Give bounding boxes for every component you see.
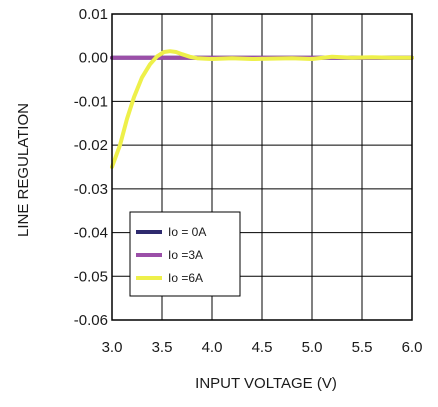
y-tick-label: -0.06 bbox=[74, 312, 108, 329]
y-tick-label: -0.02 bbox=[74, 137, 108, 154]
x-tick-label: 3.5 bbox=[152, 339, 173, 356]
x-tick-label: 6.0 bbox=[402, 339, 423, 356]
grid bbox=[111, 13, 413, 321]
x-tick-label: 4.5 bbox=[252, 339, 273, 356]
y-tick-label: -0.05 bbox=[74, 268, 108, 285]
legend: Io = 0A Io =3A Io =6A bbox=[129, 211, 241, 297]
y-axis-label: LINE REGULATION bbox=[15, 103, 32, 237]
y-tick-label: -0.03 bbox=[74, 181, 108, 198]
y-tick-label: -0.01 bbox=[74, 93, 108, 110]
y-tick-label: 0.01 bbox=[79, 6, 108, 23]
x-tick-label: 5.5 bbox=[352, 339, 373, 356]
x-tick-label: 3.0 bbox=[102, 339, 123, 356]
plot-frame bbox=[111, 13, 413, 321]
x-axis-label: INPUT VOLTAGE (V) bbox=[195, 375, 337, 392]
y-tick-label: 0.00 bbox=[79, 50, 108, 67]
series-line-3 bbox=[110, 49, 414, 169]
x-tick-label: 4.0 bbox=[202, 339, 223, 356]
x-tick-labels: 3.0 3.5 4.0 4.5 5.0 5.5 6.0 bbox=[102, 339, 423, 356]
plot-border bbox=[111, 13, 413, 321]
x-tick-label: 5.0 bbox=[302, 339, 323, 356]
legend-label-1: Io = 0A bbox=[168, 225, 206, 239]
legend-label-3: Io =6A bbox=[168, 271, 203, 285]
series-lines bbox=[110, 49, 414, 169]
legend-label-2: Io =3A bbox=[168, 248, 203, 262]
y-tick-label: -0.04 bbox=[74, 225, 108, 242]
y-tick-labels: 0.01 0.00 -0.01 -0.02 -0.03 -0.04 -0.05 -0.06 bbox=[74, 6, 108, 329]
